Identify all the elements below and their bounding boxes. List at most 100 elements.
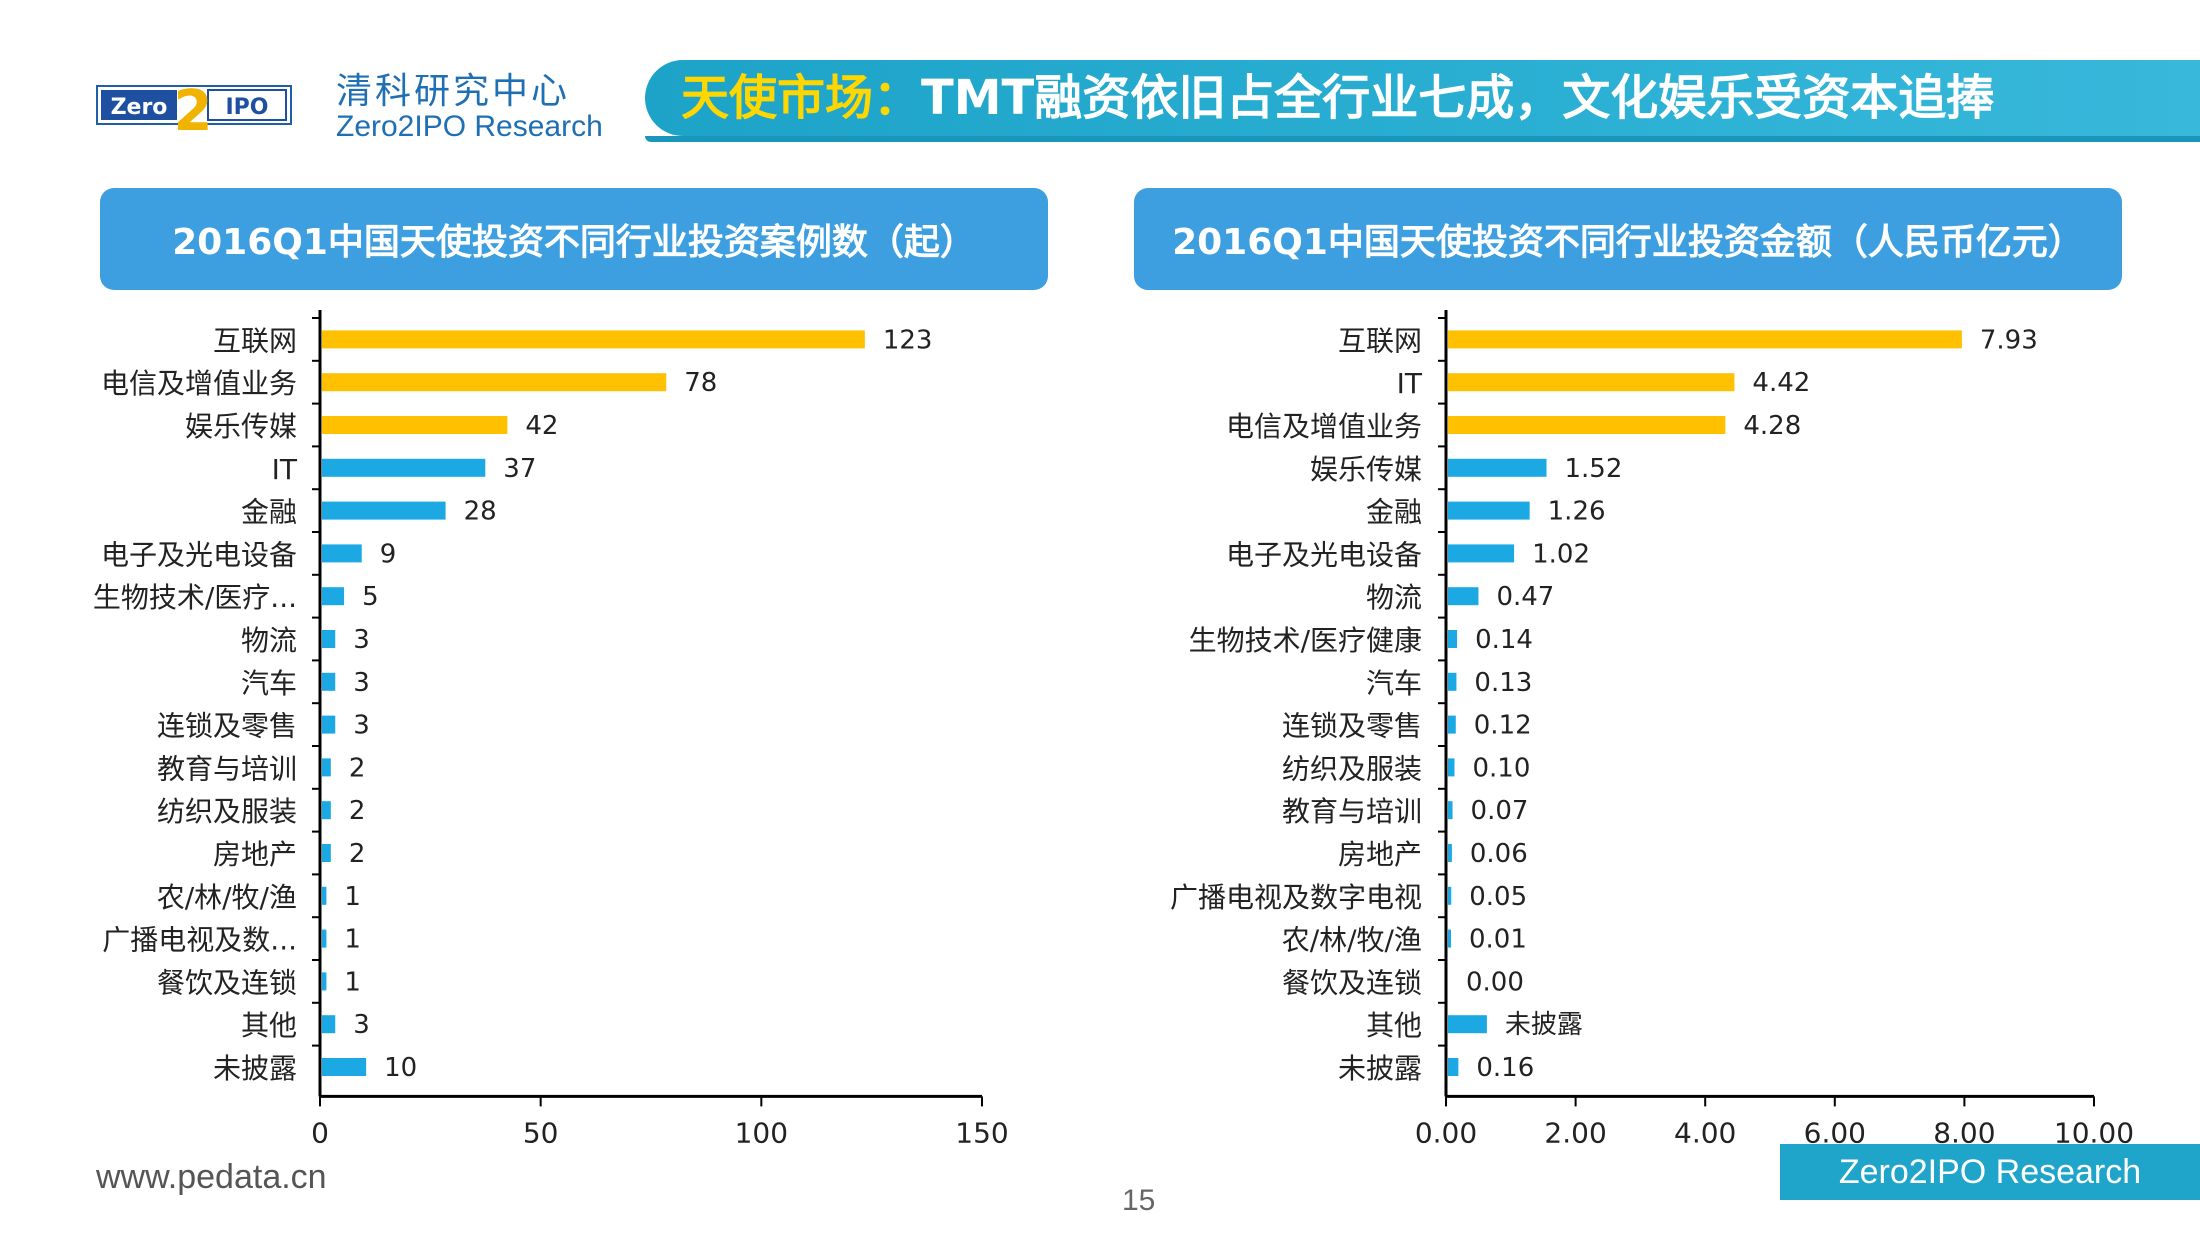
x-tick-label: 8.00 — [1933, 1116, 1995, 1149]
category-label: 餐饮及连锁 — [1282, 966, 1422, 999]
title-band-underline — [645, 136, 2200, 142]
x-tick-label: 10.00 — [2054, 1116, 2134, 1149]
category-label: 教育与培训 — [1282, 795, 1422, 828]
category-label: 电信及增值业务 — [101, 367, 297, 400]
page-number: 15 — [1122, 1184, 1156, 1217]
category-label: 连锁及零售 — [157, 710, 297, 743]
value-label: 1 — [344, 882, 361, 912]
value-label: 3 — [353, 1010, 370, 1040]
category-label: 金融 — [1366, 496, 1422, 529]
bar — [1448, 886, 1452, 905]
value-label: 0.16 — [1476, 1053, 1534, 1083]
bar — [1448, 715, 1456, 734]
bar — [1448, 672, 1457, 691]
value-label: 0.12 — [1474, 711, 1532, 741]
bar — [1448, 630, 1458, 648]
category-label: 互联网 — [213, 324, 297, 357]
category-label: 电信及增值业务 — [1226, 410, 1422, 443]
x-tick-label: 100 — [735, 1116, 788, 1149]
category-label: 餐饮及连锁 — [157, 966, 297, 999]
bar — [1448, 758, 1455, 777]
category-label: 纺织及服装 — [1282, 752, 1422, 785]
bar — [1448, 373, 1735, 392]
bar — [322, 929, 327, 948]
bar — [322, 501, 446, 520]
bar — [1448, 587, 1479, 606]
bar — [1448, 544, 1515, 563]
category-label: 汽车 — [241, 667, 297, 700]
value-label: 1.02 — [1532, 539, 1590, 569]
bar — [1448, 929, 1451, 948]
value-label: 0.01 — [1469, 925, 1527, 955]
value-label: 123 — [883, 325, 933, 355]
x-tick-label: 150 — [955, 1116, 1008, 1149]
category-label: 互联网 — [1338, 324, 1422, 357]
org-name-en: Zero2IPO Research — [336, 110, 603, 143]
value-label: 0.47 — [1496, 582, 1554, 612]
category-label: 未披露 — [1338, 1052, 1422, 1085]
x-tick-label: 2.00 — [1544, 1116, 1606, 1149]
value-label: 1.26 — [1548, 497, 1606, 527]
category-label: 广播电视及数... — [102, 924, 297, 957]
bar — [322, 544, 362, 563]
value-label: 3 — [353, 625, 370, 655]
value-label: 1.52 — [1564, 454, 1622, 484]
page-title: 天使市场：TMT融资依旧占全行业七成，文化娱乐受资本追捧 — [681, 68, 1994, 128]
value-label: 3 — [353, 711, 370, 741]
bar — [322, 1058, 367, 1076]
value-label: 9 — [380, 539, 397, 569]
category-label: 其他 — [241, 1009, 297, 1042]
value-label: 3 — [353, 668, 370, 698]
bar — [1448, 844, 1452, 862]
category-label: 其他 — [1366, 1009, 1422, 1042]
logo-text-zero: Zero — [111, 95, 168, 120]
title-band-fill — [645, 60, 2200, 136]
value-label: 7.93 — [1980, 325, 2038, 355]
category-label: 房地产 — [213, 838, 297, 871]
x-tick-label: 0 — [311, 1116, 329, 1149]
category-label: 未披露 — [213, 1052, 297, 1085]
value-label: 78 — [684, 368, 717, 398]
bar — [1448, 801, 1453, 820]
value-label: 0.07 — [1471, 796, 1529, 826]
bar — [322, 715, 336, 734]
value-label: 0.13 — [1474, 668, 1532, 698]
bar — [1448, 330, 1962, 349]
category-label: 广播电视及数字电视 — [1170, 881, 1422, 914]
category-label: 农/林/牧/渔 — [1282, 924, 1422, 957]
value-label: 4.42 — [1752, 368, 1810, 398]
category-label: 金融 — [241, 496, 297, 529]
bar — [1448, 1058, 1459, 1076]
category-label: 电子及光电设备 — [1226, 538, 1422, 571]
bar — [322, 458, 486, 477]
category-label: 物流 — [1366, 581, 1422, 614]
zero2ipo-logo: Zero 2 IPO — [96, 79, 292, 144]
value-label: 2 — [349, 839, 366, 869]
bar — [322, 373, 667, 392]
bar — [322, 886, 327, 905]
x-tick-label: 0.00 — [1415, 1116, 1477, 1149]
page-title-highlight: 天使市场： — [681, 70, 922, 126]
category-label: 连锁及零售 — [1282, 710, 1422, 743]
category-label: 生物技术/医疗... — [93, 581, 297, 614]
value-label: 0.00 — [1466, 967, 1524, 997]
category-label: IT — [1397, 367, 1423, 400]
category-label: 娱乐传媒 — [185, 410, 297, 443]
footer-brand: Zero2IPO Research — [1780, 1144, 2200, 1200]
logo-text-2: 2 — [174, 80, 213, 138]
value-label: 未披露 — [1505, 1010, 1583, 1040]
bar — [322, 972, 327, 991]
chart-right-title: 2016Q1中国天使投资不同行业投资金额（人民币亿元） — [1134, 188, 2122, 290]
logo-text-ipo: IPO — [225, 95, 268, 120]
bar — [322, 758, 331, 777]
title-band: 天使市场：TMT融资依旧占全行业七成，文化娱乐受资本追捧 — [645, 60, 2200, 142]
bar — [322, 587, 345, 606]
x-tick-label: 6.00 — [1804, 1116, 1866, 1149]
value-label: 2 — [349, 753, 366, 783]
value-label: 0.06 — [1470, 839, 1528, 869]
bar — [322, 330, 865, 349]
value-label: 4.28 — [1743, 411, 1801, 441]
value-label: 5 — [362, 582, 379, 612]
chart-right-amount: 互联网 7.93 IT 4.42 电信及增值业务 4.28 娱乐传媒 1.52 金融 1.26 电子… — [1170, 310, 2134, 1149]
